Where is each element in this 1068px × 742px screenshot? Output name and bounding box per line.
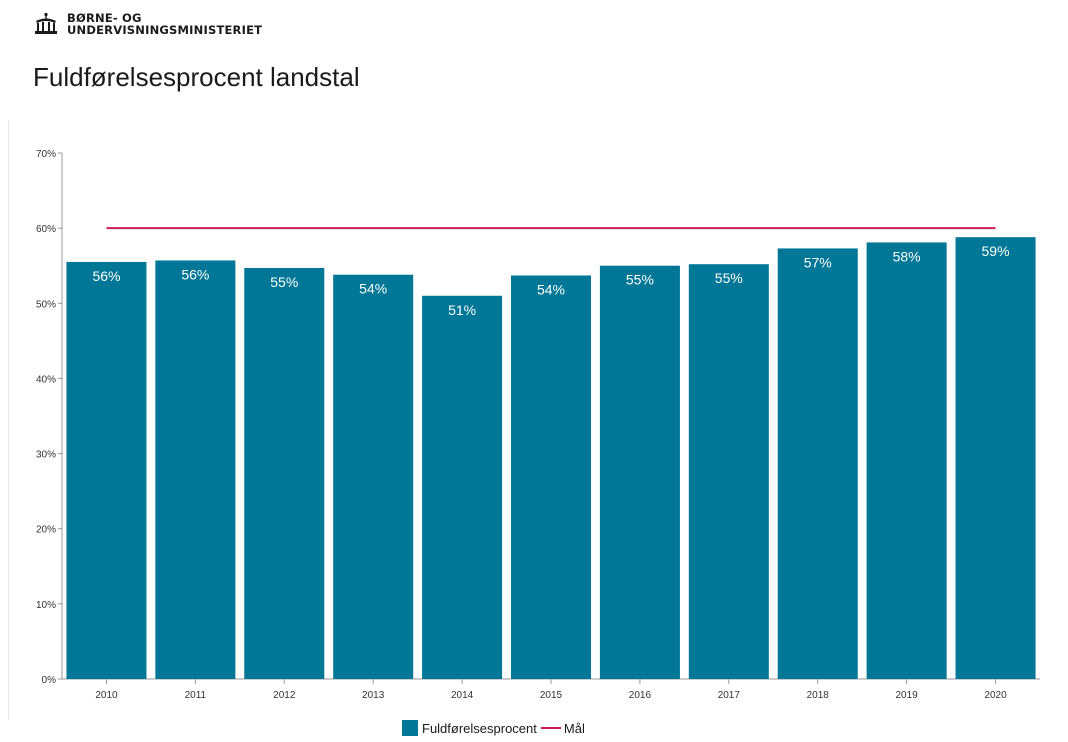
x-tick-label: 2011	[185, 690, 207, 701]
bar-data-label: 54%	[537, 281, 565, 297]
chart-legend: Fuldførelsesprocent Mål	[402, 720, 585, 736]
bar[interactable]	[955, 237, 1036, 679]
x-tick-label: 2012	[273, 690, 296, 701]
logo-line-2: UNDERVISNINGSMINISTERIET	[67, 23, 263, 37]
crown-icon	[35, 12, 57, 34]
y-tick-label: 60%	[36, 224, 56, 235]
x-tick-label: 2018	[807, 690, 830, 701]
bar-data-label: 55%	[626, 272, 654, 288]
bar[interactable]	[244, 267, 325, 679]
y-tick-label: 0%	[42, 675, 57, 686]
logo-line-1: BØRNE- OG	[67, 11, 142, 25]
y-tick-label: 50%	[36, 299, 56, 310]
left-divider	[8, 120, 9, 720]
bar-data-label: 56%	[181, 266, 209, 282]
y-tick-label: 10%	[36, 600, 56, 611]
legend-label-line[interactable]: Mål	[563, 720, 585, 736]
y-tick-label: 40%	[36, 374, 56, 385]
x-tick-label: 2015	[540, 690, 563, 701]
y-tick-label: 30%	[36, 450, 56, 461]
bar-data-label: 58%	[893, 248, 921, 264]
bar[interactable]	[599, 265, 680, 679]
bar-data-label: 55%	[715, 270, 743, 286]
bar[interactable]	[510, 275, 592, 679]
bar-data-label: 56%	[92, 268, 120, 284]
bar[interactable]	[688, 264, 769, 679]
y-tick-label: 20%	[36, 525, 56, 536]
bar-data-label: 54%	[359, 281, 387, 297]
bar[interactable]	[333, 274, 414, 679]
x-tick-label: 2010	[95, 690, 118, 701]
bar[interactable]	[422, 295, 503, 679]
y-tick-label: 70%	[36, 149, 56, 160]
logo-text: BØRNE- OG UNDERVISNINGSMINISTERIET	[67, 12, 262, 36]
legend-swatch-bar[interactable]	[402, 720, 418, 736]
x-tick-label: 2017	[718, 690, 741, 701]
x-tick-label: 2019	[896, 690, 919, 701]
page-title: Fuldførelsesprocent landstal	[33, 62, 360, 92]
bar[interactable]	[866, 242, 947, 680]
bar[interactable]	[155, 260, 236, 679]
ministry-logo: BØRNE- OG UNDERVISNINGSMINISTERIET	[33, 12, 262, 36]
x-tick-label: 2016	[629, 690, 652, 701]
bar-data-label: 59%	[982, 243, 1010, 259]
bar[interactable]	[777, 248, 858, 679]
legend-swatch-line[interactable]	[540, 727, 561, 729]
bar[interactable]	[66, 261, 147, 679]
bar-data-label: 57%	[804, 254, 832, 270]
x-tick-label: 2014	[451, 690, 474, 701]
bar-data-label: 55%	[270, 274, 298, 290]
legend-label-bar[interactable]: Fuldførelsesprocent	[422, 720, 537, 736]
x-tick-label: 2013	[362, 690, 385, 701]
bar-data-label: 51%	[448, 302, 476, 318]
x-tick-label: 2020	[984, 690, 1007, 701]
